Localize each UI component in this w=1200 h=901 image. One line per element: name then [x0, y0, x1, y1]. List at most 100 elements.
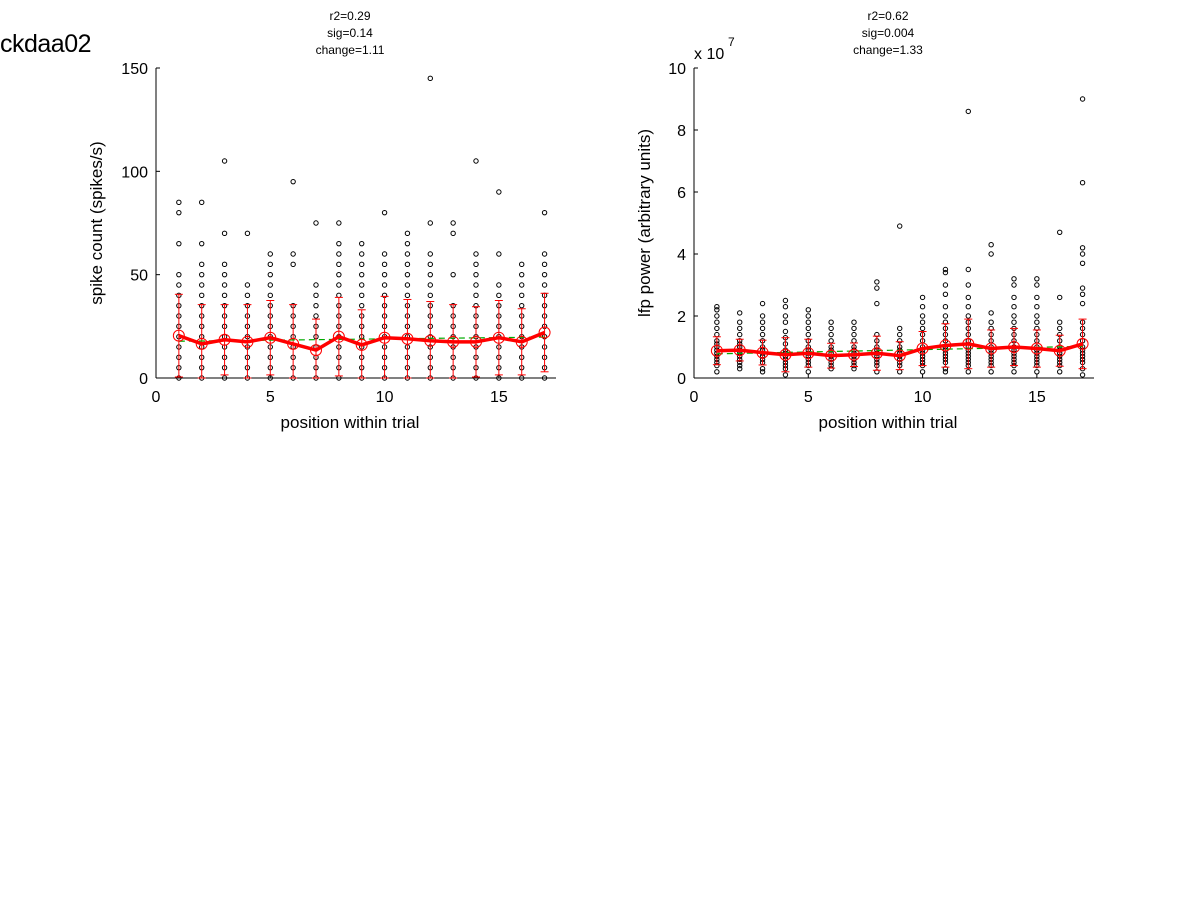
trial-point [427, 261, 433, 268]
trial-point [381, 271, 388, 278]
mean-point [802, 347, 815, 360]
trial-point [942, 282, 949, 288]
trial-point [1079, 300, 1086, 307]
trial-point [965, 313, 971, 319]
x-tick-label: 10 [376, 389, 394, 406]
trial-point [381, 209, 388, 216]
trial-point [221, 375, 228, 381]
trial-point [496, 251, 502, 257]
trial-point [759, 319, 766, 325]
trial-point [942, 291, 949, 297]
trial-point [759, 366, 766, 372]
trial-point [404, 282, 411, 288]
trial-point [336, 261, 342, 268]
trial-point [519, 302, 525, 309]
trial-point [1034, 319, 1040, 325]
mean-point [710, 344, 723, 357]
trial-point [1011, 313, 1017, 319]
trial-point [942, 304, 949, 310]
trial-point [805, 325, 811, 332]
trial-point [805, 369, 811, 375]
trial-point [199, 282, 205, 288]
trial-point [267, 292, 273, 299]
y-tick-label: 100 [121, 164, 148, 181]
trial-point [541, 209, 548, 216]
mean-line [716, 342, 1084, 358]
trial-point [267, 282, 273, 288]
trial-point [805, 313, 811, 319]
mean-point [1030, 342, 1043, 355]
trial-point [359, 251, 365, 257]
trial-point [404, 251, 411, 257]
trial-point [737, 310, 743, 316]
y-tick-label: 2 [677, 309, 686, 326]
trial-point [336, 271, 342, 278]
trial-point [176, 240, 182, 247]
trial-point [473, 261, 479, 268]
mean-point [893, 349, 906, 362]
trial-point [519, 292, 525, 299]
trial-point [244, 230, 251, 237]
trial-point [450, 271, 456, 278]
trial-point [965, 294, 971, 301]
trial-point [313, 313, 319, 319]
trial-point [714, 369, 720, 375]
mean-point [515, 335, 528, 348]
trial-point [965, 282, 971, 288]
trial-point [404, 230, 411, 237]
trial-point [851, 331, 857, 338]
trial-point [851, 319, 857, 325]
trial-point [1079, 285, 1086, 291]
trial-point [404, 271, 411, 278]
trial-point [359, 240, 365, 247]
spike-count-panel: r2=0.29 sig=0.14 change=1.11 position wi… [87, 9, 556, 432]
trial-point [199, 240, 205, 247]
trial-point [942, 313, 949, 319]
x-tick-label: 10 [914, 389, 932, 406]
trial-point [450, 230, 456, 237]
trial-point [805, 319, 811, 325]
trial-point [897, 369, 903, 375]
trial-point [874, 300, 880, 307]
trial-point [919, 294, 926, 301]
trial-point [267, 375, 273, 381]
lfp-power-panel: r2=0.62 sig=0.004 change=1.33 x 10 7 pos… [635, 9, 1094, 432]
trial-point [851, 338, 857, 344]
trial-point [1079, 245, 1086, 251]
trial-point [714, 325, 720, 332]
trial-point [541, 282, 548, 288]
trial-point [359, 271, 365, 278]
mean-point [825, 349, 838, 362]
panel-title-line-3: change=1.11 [316, 43, 385, 57]
trial-point [851, 325, 857, 332]
trial-point [473, 292, 479, 299]
y-tick-label: 0 [677, 371, 686, 388]
trial-point [519, 271, 525, 278]
trial-point [965, 108, 971, 115]
trial-point [919, 313, 926, 319]
trial-point [221, 271, 228, 278]
x-tick-label: 0 [690, 389, 699, 406]
trial-point [427, 282, 433, 288]
trial-point [199, 199, 205, 206]
figure-title: ckdaa02 [0, 30, 92, 58]
trial-point [290, 261, 296, 268]
mean-point [779, 348, 792, 361]
trial-point [541, 271, 548, 278]
trial-point [737, 319, 743, 325]
trial-point [473, 158, 479, 164]
trial-point [313, 292, 319, 299]
trial-point [1034, 313, 1040, 319]
trial-point [737, 362, 743, 369]
mean-point [447, 335, 460, 348]
mean-point [332, 330, 345, 343]
trial-point [759, 331, 766, 338]
trial-point [267, 261, 273, 268]
trial-point [541, 251, 548, 257]
trial-point [221, 292, 228, 299]
trial-point [1079, 96, 1086, 102]
trial-point [737, 331, 743, 338]
trial-point [541, 375, 548, 381]
